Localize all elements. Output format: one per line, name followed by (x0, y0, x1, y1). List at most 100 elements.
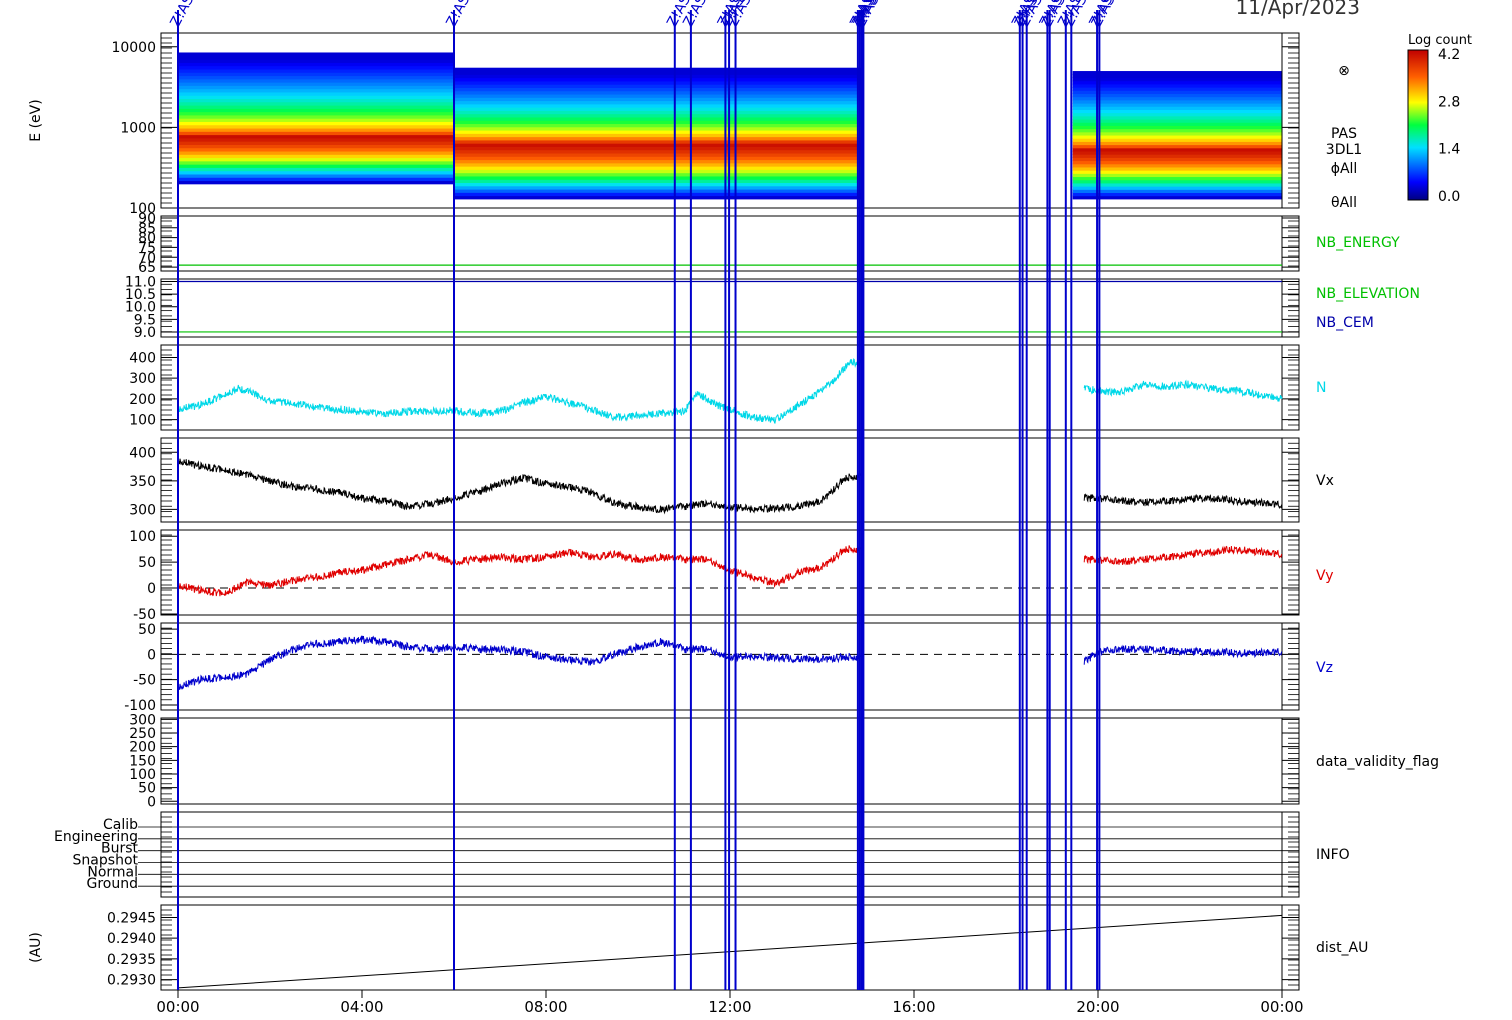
spectrogram-cell (1072, 106, 1282, 110)
spectrogram-cell (1072, 179, 1282, 184)
series-label: Vz (1316, 660, 1333, 676)
y-axis-label: (AU) (28, 932, 44, 963)
spectrogram-cell (454, 182, 864, 187)
event-marker-label: Z!AS (1089, 0, 1119, 30)
spectrogram-cell (178, 177, 454, 182)
series-label: NB_ENERGY (1316, 235, 1400, 251)
panel-distance: 0.2945 0.2940 0.2935 0.2930 (AU) dist_AU (28, 904, 1368, 991)
spectrogram-cell (1072, 182, 1282, 187)
spectrogram-cell (178, 65, 454, 70)
y-tick-label: 350 (129, 474, 156, 490)
y-tick-label: -100 (124, 698, 156, 714)
spectrogram-cell (178, 141, 454, 145)
y-tick-label: 400 (129, 350, 156, 366)
spectrogram-cell (1072, 71, 1282, 75)
spectrogram-cell (454, 107, 864, 111)
y-tick-label: Calib (103, 817, 138, 833)
spectrogram-cell (454, 120, 864, 125)
spectrogram-cell (178, 95, 454, 100)
x-tick-label: 00:00 (1260, 998, 1303, 1016)
spectrogram-cell (178, 78, 454, 83)
spectrogram-segment (454, 67, 864, 200)
spectrogram-cell (454, 166, 864, 170)
spectrogram-cell (178, 101, 454, 106)
series-line (1083, 493, 1283, 510)
spectrogram-cell (1072, 157, 1282, 162)
y-tick-label: 70 (138, 250, 156, 266)
spectrogram-cell (178, 180, 454, 185)
spectrogram-cell (1072, 128, 1282, 133)
spectrogram-cell (454, 67, 864, 72)
spectrogram-cell (454, 110, 864, 115)
spectrogram-cell (1072, 150, 1282, 155)
spectrogram-cell (454, 146, 864, 151)
spectrogram-cell (1072, 109, 1282, 114)
spectrogram-cell (178, 150, 454, 155)
spectrogram-cell (1072, 189, 1282, 194)
event-marker-label: Z!AS (167, 0, 197, 30)
spectrogram-segment (178, 52, 454, 185)
y-tick-label: Engineering (54, 829, 138, 845)
series-label: NB_ELEVATION (1316, 286, 1420, 302)
date-label: 11/Apr/2023 (1236, 0, 1360, 19)
spectrogram-cell (178, 88, 454, 93)
spectrogram-cell (178, 55, 454, 60)
series-line (177, 357, 864, 424)
y-tick-label: 50 (138, 622, 156, 638)
y-tick-label: 200 (129, 740, 156, 756)
y-tick-label: 85 (138, 221, 156, 237)
spectrogram-cell (1072, 122, 1282, 126)
spectrogram-cell (178, 62, 454, 67)
spectrogram-cell (178, 144, 454, 149)
y-tick-label: 100 (129, 529, 156, 545)
spectrogram-cell (454, 139, 864, 144)
spectrogram-cell (178, 91, 454, 96)
spectrogram-cell (1072, 141, 1282, 146)
spectrogram-cell (1072, 138, 1282, 142)
colorbar: Log count 4.2 2.8 1.4 0.0 (1407, 33, 1472, 205)
spectrogram-cell (1072, 195, 1282, 200)
panel-nb-elevation-cem: 11.010.510.09.59.0 NB_ELEVATION NB_CEM (125, 275, 1420, 341)
spectrogram-cell (178, 52, 454, 57)
y-tick-label: 0.2945 (107, 910, 156, 926)
side-label: ϕAll (1331, 161, 1358, 177)
y-tick-label: 100 (129, 767, 156, 783)
y-tick-label: 200 (129, 392, 156, 408)
y-tick-label: Ground (87, 876, 139, 892)
series-line (1083, 644, 1283, 665)
spectrogram-segment (1072, 71, 1282, 200)
spectrogram-cell (178, 108, 454, 113)
spectrogram-cell (1072, 144, 1282, 149)
y-tick-label: 0 (147, 794, 156, 810)
y-tick-label: 0 (147, 647, 156, 663)
x-tick-label: 04:00 (340, 998, 383, 1016)
spectrogram-cell (454, 100, 864, 105)
spectrogram-cell (1072, 80, 1282, 85)
y-tick-label: Normal (87, 864, 138, 880)
spectrogram-cell (454, 93, 864, 98)
x-axis: 00:00 04:00 08:00 12:00 16:00 20:00 00:00 (156, 990, 1304, 1016)
spectrogram-cell (454, 87, 864, 92)
spectrogram-cell (454, 162, 864, 167)
y-tick-label: 100 (129, 413, 156, 429)
spectrogram-cell (1072, 115, 1282, 120)
series-line (177, 458, 864, 515)
series-label: N (1316, 380, 1326, 396)
spectrogram-cell (454, 80, 864, 85)
spectrogram-cell (178, 68, 454, 73)
spectrogram-cell (1072, 112, 1282, 117)
spectrogram-cell (454, 172, 864, 177)
y-tick-label: 0.2940 (107, 931, 156, 947)
y-axis-label: E (eV) (28, 99, 44, 141)
y-tick-label: 80 (138, 231, 156, 247)
y-tick-label: 50 (138, 555, 156, 571)
spectrogram-cell (1072, 93, 1282, 98)
spectrogram-cell (454, 113, 864, 118)
spectrogram-cell (1072, 154, 1282, 158)
spectrogram-cell (454, 70, 864, 75)
spectrogram-cell (454, 149, 864, 154)
spectrogram-cell (454, 188, 864, 193)
